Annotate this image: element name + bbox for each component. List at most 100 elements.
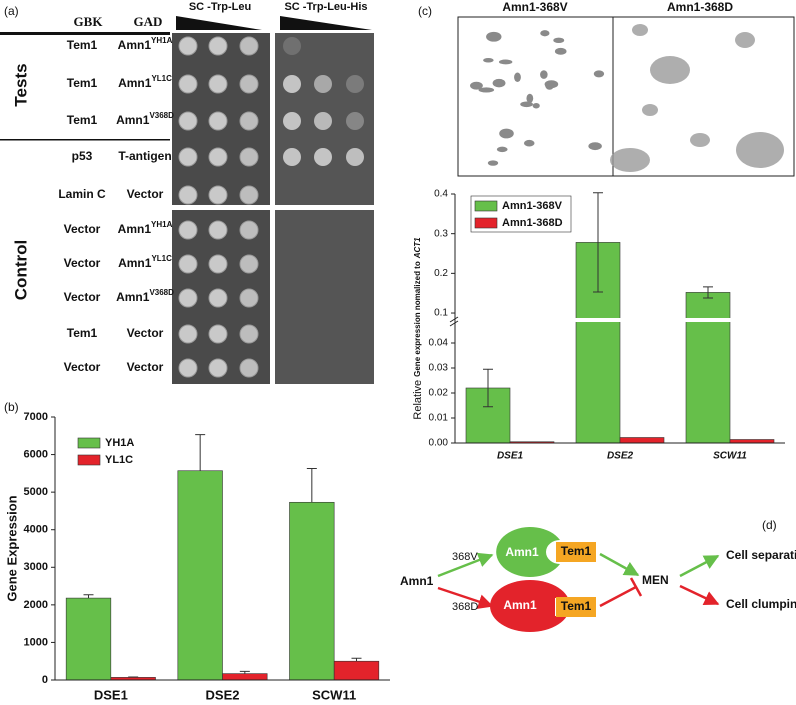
gad-superscript: V368D	[149, 111, 174, 120]
cell-cluster	[690, 133, 710, 147]
colony-spot	[208, 324, 228, 344]
cell-cluster	[487, 160, 499, 166]
legend-label: YH1A	[105, 437, 134, 449]
colony-spot	[178, 358, 198, 378]
cell-cluster	[520, 101, 533, 108]
gbk-label: Vector	[64, 222, 101, 236]
bar	[65, 597, 112, 681]
gbk-label: Lamin C	[58, 187, 106, 201]
cell-cluster	[499, 128, 514, 139]
y-axis-label-part: Relative	[412, 380, 424, 420]
gbk-label: Tem1	[67, 76, 98, 90]
colony-spot	[239, 36, 259, 56]
gbk-label: Vector	[64, 256, 101, 270]
gad-name: Amn1	[116, 113, 150, 127]
cell-cluster	[610, 148, 650, 172]
arrow	[599, 552, 640, 577]
gad-superscript: YL1C	[151, 74, 172, 83]
gad-label: Amn1YL1C	[118, 254, 172, 270]
header: SC -Trp-Leu	[189, 1, 251, 13]
colony-spot	[208, 358, 228, 378]
colony-spot	[208, 220, 228, 240]
y-tick-label: 4000	[24, 524, 48, 536]
y-axis-label: Relative Gene expression nomalized to ACT1	[412, 237, 424, 420]
y-axis-label: Gene Expression	[4, 495, 19, 601]
legend-label: YL1C	[105, 454, 133, 466]
cell-cluster	[540, 70, 548, 79]
cell-cluster	[642, 104, 658, 116]
y-tick-label: 0.03	[429, 363, 449, 374]
colony-spot	[239, 74, 259, 94]
bar	[333, 660, 380, 681]
cell-cluster	[554, 47, 567, 55]
rule	[0, 32, 170, 35]
x-tick-label: SCW11	[713, 451, 747, 462]
node-label: Cell separation	[726, 548, 796, 562]
colony-spot	[239, 358, 259, 378]
group-label: Control	[11, 240, 30, 300]
error-bar	[593, 192, 603, 293]
legend-swatch	[77, 437, 101, 449]
colony-spot	[346, 112, 364, 130]
cell-cluster	[478, 87, 495, 93]
panel-label: (b)	[4, 400, 19, 414]
amn1-shape	[490, 580, 570, 632]
y-tick-label: 0.01	[429, 413, 449, 424]
cell-cluster	[544, 80, 559, 89]
dilution-wedge	[176, 16, 262, 30]
colony-spot	[239, 324, 259, 344]
gbk-label: Tem1	[67, 38, 98, 52]
legend-label: Amn1-368V	[502, 200, 563, 212]
cell-cluster	[514, 72, 521, 83]
error-bar	[195, 434, 206, 471]
x-tick-label: DSE1	[497, 451, 524, 462]
gad-superscript: YH1A	[151, 36, 173, 45]
legend-swatch	[77, 454, 101, 466]
bar	[222, 673, 268, 681]
branch-label: 368V	[452, 551, 478, 563]
y-tick-label: 0.02	[429, 388, 449, 399]
y-tick-label: 6000	[24, 448, 48, 460]
bar	[289, 501, 335, 681]
cell-cluster	[540, 30, 550, 37]
legend-swatch	[474, 200, 498, 212]
gbk-label: p53	[72, 149, 93, 163]
arrow	[437, 552, 494, 578]
error-bar	[306, 467, 317, 503]
x-tick-label: DSE2	[206, 687, 240, 702]
rule	[0, 139, 170, 141]
gad-label: Amn1YH1A	[118, 36, 173, 52]
group-label: Tests	[11, 63, 30, 106]
colony-spot	[346, 148, 364, 166]
cell-cluster	[588, 142, 602, 151]
cell-cluster	[735, 32, 755, 48]
colony-spot	[314, 112, 332, 130]
error-bar	[83, 594, 94, 599]
x-tick-label: DSE2	[607, 451, 634, 462]
cell-cluster	[650, 56, 690, 84]
bar	[685, 292, 731, 444]
branch-label: 368D	[452, 601, 478, 613]
gad-name: Vector	[127, 187, 164, 201]
legend-swatch	[474, 217, 498, 229]
arrow	[679, 554, 720, 578]
gad-name: T-antigen	[118, 149, 171, 163]
diagram: Amn1 368V 368D Amn1 Tem1 Amn1 Tem1 MEN C…	[400, 526, 796, 632]
x-tick-label: SCW11	[312, 687, 356, 702]
y-axis-label-part: ACT1	[413, 237, 422, 259]
gad-name: Amn1	[118, 38, 152, 52]
y-tick-label: 7000	[24, 411, 48, 423]
amn1-shape	[496, 526, 560, 577]
gad-label: T-antigen	[118, 149, 171, 163]
x-tick-label: DSE1	[94, 687, 128, 702]
colony-spot	[208, 288, 228, 308]
colony-spot	[208, 254, 228, 274]
colony-spot	[239, 254, 259, 274]
y-tick-label: 0.2	[434, 268, 448, 279]
cell-cluster	[498, 59, 513, 65]
error-bar	[483, 368, 493, 408]
colony-spot	[283, 112, 301, 130]
y-tick-label: 0.00	[429, 438, 449, 449]
node-label: Tem1	[561, 599, 592, 613]
